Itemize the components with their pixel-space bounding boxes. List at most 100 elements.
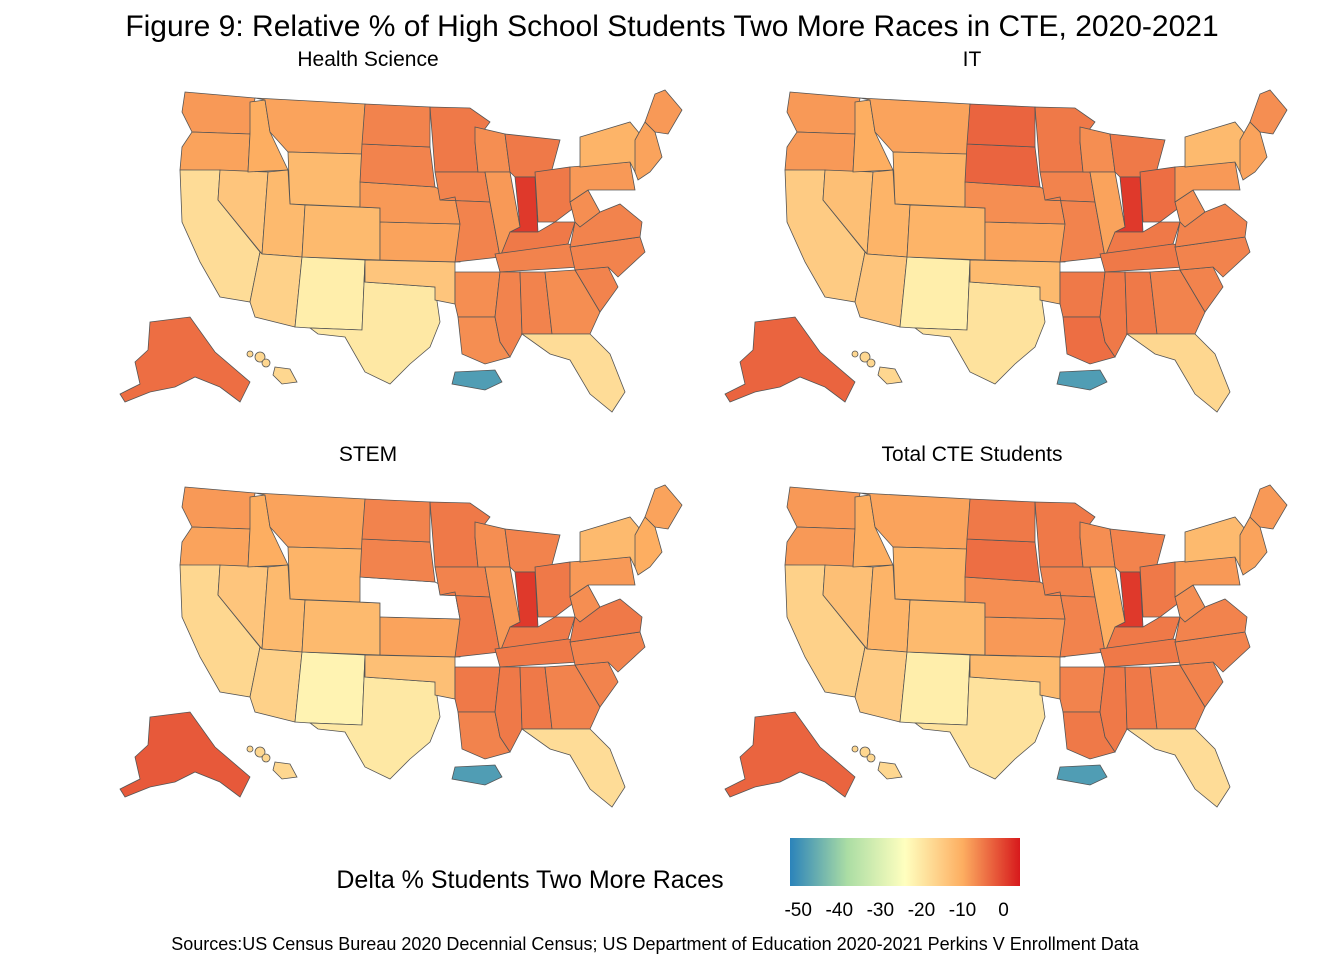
state-georgia xyxy=(544,664,601,730)
state-hawaii-island xyxy=(254,351,266,363)
panel-title-health-science: Health Science xyxy=(297,48,439,71)
state-hawaii xyxy=(272,761,298,780)
state-north-dakota xyxy=(361,498,431,543)
state-kansas xyxy=(984,221,1066,263)
state-puerto-rico xyxy=(451,369,503,391)
state-new-mexico xyxy=(294,651,366,726)
state-hawaii-island xyxy=(254,746,266,758)
state-colorado xyxy=(301,204,381,261)
state-oregon xyxy=(179,526,251,568)
panel-title-it: IT xyxy=(962,48,982,71)
state-hawaii-island xyxy=(246,745,254,753)
state-virginia xyxy=(1174,203,1248,248)
state-arkansas xyxy=(454,271,501,318)
state-maine xyxy=(644,89,683,135)
state-alaska xyxy=(724,711,856,798)
state-iowa xyxy=(434,566,491,598)
state-puerto-rico xyxy=(1056,369,1108,391)
state-florida xyxy=(1125,333,1231,413)
state-arizona xyxy=(249,251,303,328)
state-hawaii xyxy=(272,366,298,385)
state-wyoming xyxy=(892,546,968,603)
state-colorado xyxy=(301,599,381,656)
state-washington xyxy=(181,486,256,530)
state-florida xyxy=(1125,728,1231,808)
state-arkansas xyxy=(1059,666,1106,713)
state-maine xyxy=(1249,89,1288,135)
state-washington xyxy=(786,486,861,530)
map-stem xyxy=(90,467,710,817)
legend-tick-label: -40 xyxy=(825,900,854,921)
state-ohio xyxy=(1139,561,1181,618)
state-georgia xyxy=(544,269,601,335)
state-north-dakota xyxy=(361,103,431,148)
state-hawaii-island xyxy=(261,753,271,763)
state-hawaii-island xyxy=(851,745,859,753)
state-south-dakota xyxy=(359,538,436,583)
state-virginia xyxy=(569,203,643,248)
state-puerto-rico xyxy=(451,764,503,786)
state-georgia xyxy=(1149,269,1206,335)
state-hawaii-island xyxy=(246,350,254,358)
state-kansas xyxy=(379,221,461,263)
state-washington xyxy=(786,91,861,135)
legend-tick-label: -20 xyxy=(907,900,936,921)
state-hawaii-island xyxy=(851,350,859,358)
state-hawaii xyxy=(877,366,903,385)
state-south-dakota xyxy=(964,538,1041,583)
state-maine xyxy=(644,484,683,530)
state-colorado xyxy=(906,599,986,656)
state-kansas xyxy=(984,616,1066,658)
map-total-cte xyxy=(695,467,1315,817)
state-florida xyxy=(520,333,626,413)
state-alaska xyxy=(119,711,251,798)
legend-tick-label: 0 xyxy=(998,900,1009,921)
state-iowa xyxy=(1039,566,1096,598)
state-hawaii xyxy=(877,761,903,780)
state-hawaii-island xyxy=(866,358,876,368)
state-iowa xyxy=(434,171,491,203)
legend-tick-label: -30 xyxy=(866,900,895,921)
figure-title: Figure 9: Relative % of High School Stud… xyxy=(125,10,1219,43)
state-hawaii-island xyxy=(859,351,871,363)
state-ohio xyxy=(1139,166,1181,223)
state-alaska xyxy=(119,316,251,403)
state-arizona xyxy=(249,646,303,723)
state-hawaii-island xyxy=(261,358,271,368)
legend-tick-label: -10 xyxy=(948,900,977,921)
state-virginia xyxy=(569,598,643,643)
state-ohio xyxy=(534,561,576,618)
state-south-dakota xyxy=(359,143,436,188)
panel-title-stem: STEM xyxy=(338,443,398,466)
state-arkansas xyxy=(454,666,501,713)
state-north-dakota xyxy=(966,498,1036,543)
state-north-dakota xyxy=(966,103,1036,148)
state-oregon xyxy=(179,131,251,173)
state-arizona xyxy=(854,646,908,723)
state-georgia xyxy=(1149,664,1206,730)
state-alaska xyxy=(724,316,856,403)
panel-title-total-cte: Total CTE Students xyxy=(881,443,1063,466)
state-arkansas xyxy=(1059,271,1106,318)
legend-tick-label: -50 xyxy=(784,900,812,921)
state-wyoming xyxy=(287,546,363,603)
legend-color-bar xyxy=(790,838,1020,886)
state-kansas xyxy=(379,616,461,658)
state-colorado xyxy=(906,204,986,261)
state-iowa xyxy=(1039,171,1096,203)
state-ohio xyxy=(534,166,576,223)
map-health-science xyxy=(90,72,710,422)
state-wyoming xyxy=(287,151,363,208)
state-new-mexico xyxy=(899,651,971,726)
map-it xyxy=(695,72,1315,422)
state-puerto-rico xyxy=(1056,764,1108,786)
state-virginia xyxy=(1174,598,1248,643)
state-oregon xyxy=(784,526,856,568)
state-new-mexico xyxy=(899,256,971,331)
state-hawaii-island xyxy=(859,746,871,758)
legend-title: Delta % Students Two More Races xyxy=(336,866,724,894)
state-maine xyxy=(1249,484,1288,530)
source-note: Sources:US Census Bureau 2020 Decennial … xyxy=(171,934,1139,954)
state-oregon xyxy=(784,131,856,173)
state-hawaii-island xyxy=(866,753,876,763)
